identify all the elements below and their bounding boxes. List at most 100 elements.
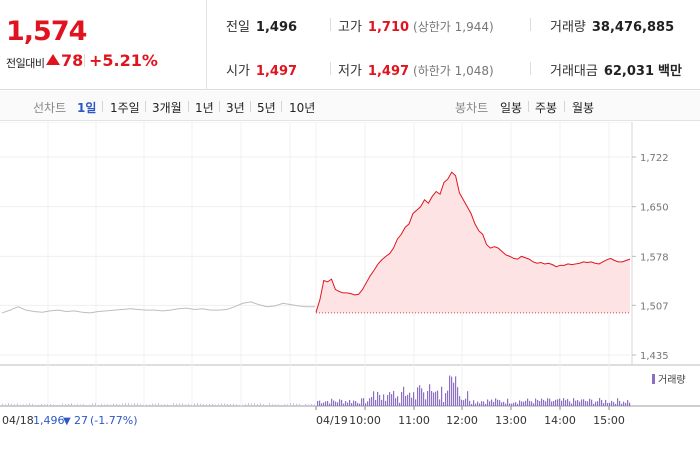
period-10y[interactable]: 10년 [289, 101, 316, 115]
volume-bar [421, 388, 423, 406]
divider [530, 18, 531, 31]
volume-bar [254, 403, 255, 406]
volume-bar [403, 386, 405, 406]
volume-bar [595, 401, 597, 406]
period-3m[interactable]: 3개월 [152, 101, 182, 115]
volume-bar [443, 402, 445, 406]
volume-bar [74, 404, 75, 406]
volume-bar [260, 403, 261, 406]
volume-bar [375, 399, 377, 406]
volume-bar [587, 401, 589, 406]
volume-bar [23, 404, 24, 406]
volume-bar [38, 404, 39, 406]
volume-bar [263, 404, 264, 406]
change-rate: +5.21% [89, 51, 158, 70]
volume-bar [409, 392, 411, 406]
volume-bar [487, 399, 489, 406]
volume-bar [119, 404, 120, 406]
lower-limit: (하한가 1,048) [413, 64, 494, 78]
volume-bar [455, 376, 457, 406]
volume-bar [32, 403, 33, 406]
divider [528, 101, 529, 112]
period-1w[interactable]: 1주일 [110, 101, 140, 115]
volume-bar [479, 403, 481, 406]
volume-bar [471, 403, 473, 406]
volume-bar [519, 400, 521, 406]
volume-bar [367, 401, 369, 406]
volume-bar [609, 402, 611, 406]
volume-bar [617, 398, 619, 406]
period-5y[interactable]: 5년 [257, 101, 276, 115]
divider [281, 101, 282, 112]
volume-bar [176, 403, 177, 406]
volume-bar [239, 404, 240, 406]
volume-bar [445, 393, 447, 406]
volume-bar [128, 403, 129, 406]
candle-monthly[interactable]: 월봉 [572, 101, 595, 115]
volume-bar [215, 404, 216, 406]
volume-bar [405, 395, 407, 406]
volume-bar [134, 403, 135, 406]
volume-bar [625, 402, 627, 406]
divider [330, 62, 331, 75]
period-1d[interactable]: 1일 [77, 101, 97, 115]
volume-bar [131, 404, 132, 406]
volume-bar [535, 398, 537, 406]
candle-weekly[interactable]: 주봉 [535, 101, 558, 115]
volume-bar [575, 400, 577, 406]
x-tick-label: 04/19 [316, 414, 348, 427]
open-value: 1,497 [255, 64, 298, 79]
candle-daily[interactable]: 일봉 [500, 101, 523, 115]
period-1y[interactable]: 1년 [195, 101, 214, 115]
volume-bar [491, 399, 493, 406]
volume-bar [435, 391, 437, 406]
volume-bar [68, 403, 69, 406]
volume-bar [377, 391, 379, 406]
x-axis-labels: 04/19 10:00 11:00 12:00 13:00 14:00 15:00 [315, 406, 625, 427]
volume-bar [95, 403, 96, 406]
volume-bar [417, 387, 419, 406]
volume-bar [565, 400, 567, 406]
volume-bar [585, 400, 587, 406]
volume-bar [461, 399, 463, 406]
volume-bar [345, 401, 347, 406]
volume-bar [125, 403, 126, 406]
period-3y[interactable]: 3년 [226, 101, 245, 115]
price-box: 1,574 전일대비 78 +5.21% [0, 0, 207, 89]
volume-bar [179, 403, 180, 406]
volume-bar [505, 403, 507, 406]
volume-bar [359, 403, 361, 406]
volume-label: 거래량 [550, 20, 586, 35]
volume-bar [517, 403, 519, 406]
volume-bar [284, 404, 285, 406]
volume-bar [188, 403, 189, 406]
up-arrow-icon [46, 54, 60, 65]
divider [530, 62, 531, 75]
volume-bar [425, 399, 427, 406]
volume-bar [77, 404, 78, 406]
volume-bar [515, 402, 517, 406]
volume-bar [47, 404, 48, 406]
x-tick-label: 15:00 [593, 414, 625, 427]
quote-panel: 1,574 전일대비 78 +5.21% 전일 1,496 고가 1,710 (상한가… [0, 0, 700, 90]
volume-bar [371, 396, 373, 406]
open-field: 시가 1,497 [226, 60, 297, 79]
volume-bar [287, 404, 288, 406]
volume-legend: 거래량 [652, 374, 686, 386]
volume-bar [143, 404, 144, 406]
price-chart: 1,722 1,650 1,578 1,507 1,435 04/19 10:00 11:0… [0, 121, 700, 450]
volume-bar [319, 400, 321, 406]
price-area [316, 172, 630, 313]
volume-bar [561, 400, 563, 406]
period-toolbar: 선차트 1일 1주일 3개월 1년 3년 5년 10년 봉차트 일봉 주봉 월봉 [0, 91, 700, 121]
high-label: 고가 [338, 20, 362, 35]
volume-bar [218, 404, 219, 406]
volume-bar [563, 398, 565, 406]
volume-bar [451, 376, 453, 406]
volume-bar [467, 391, 469, 406]
volume-bar [543, 399, 545, 406]
volume-bar [355, 401, 357, 406]
volume-bar [399, 402, 401, 406]
volume-bar [53, 404, 54, 406]
volume-bar [104, 404, 105, 406]
